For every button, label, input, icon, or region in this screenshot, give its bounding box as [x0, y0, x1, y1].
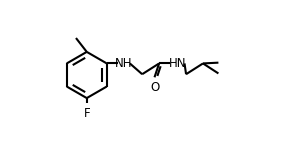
- Text: HN: HN: [169, 57, 186, 70]
- Text: O: O: [150, 81, 159, 94]
- Text: NH: NH: [115, 57, 132, 70]
- Text: F: F: [84, 106, 90, 120]
